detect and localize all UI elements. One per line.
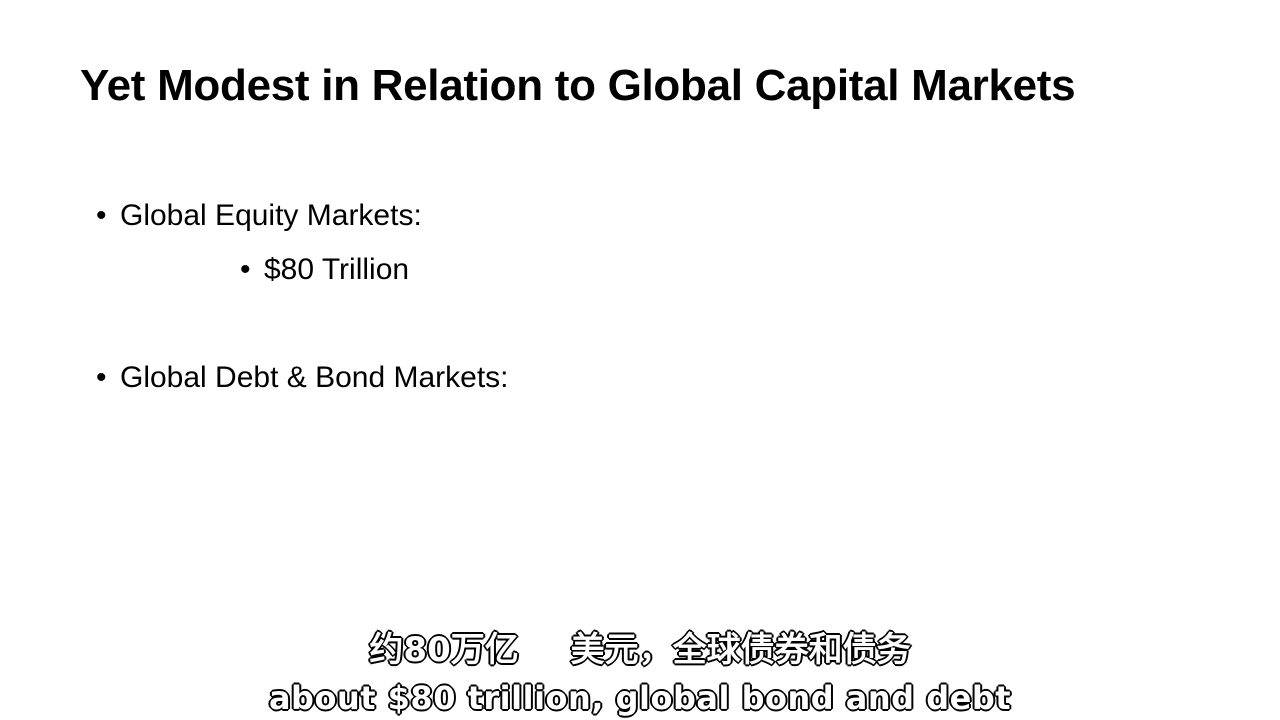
bullet-global-debt: • Global Debt & Bond Markets: [96, 358, 509, 398]
sub-bullet-equity-value: • $80 Trillion [240, 250, 409, 290]
sub-bullet-text: $80 Trillion [264, 253, 410, 286]
subtitle-chinese: 约80万亿 美元，全球债券和债务 [369, 629, 912, 671]
bullet-dot-icon: • [96, 199, 107, 232]
bullet-dot-icon: • [240, 253, 251, 286]
bullet-text: Global Debt & Bond Markets: [120, 361, 509, 394]
bullet-dot-icon: • [96, 361, 107, 394]
slide-title: Yet Modest in Relation to Global Capital… [80, 61, 1076, 110]
bullet-text: Global Equity Markets: [120, 199, 422, 232]
bullet-global-equity: • Global Equity Markets: [96, 196, 422, 236]
subtitle-english: about $80 trillion, global bond and debt [268, 678, 1012, 718]
